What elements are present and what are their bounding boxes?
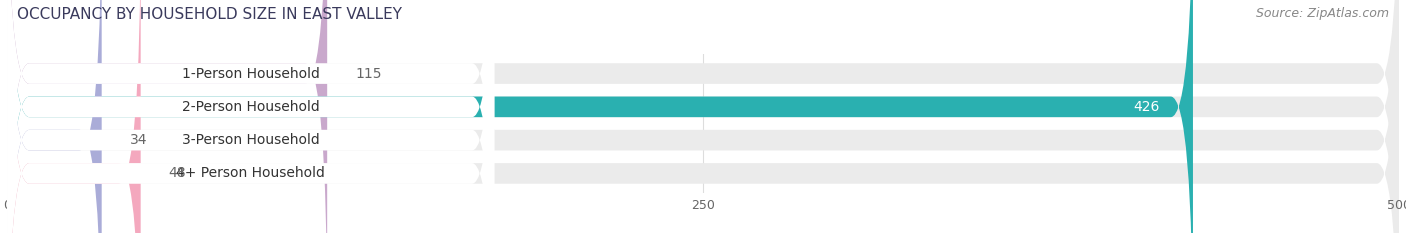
FancyBboxPatch shape	[7, 0, 495, 233]
FancyBboxPatch shape	[7, 0, 101, 233]
FancyBboxPatch shape	[7, 0, 1192, 233]
FancyBboxPatch shape	[7, 0, 1399, 233]
Text: 4+ Person Household: 4+ Person Household	[176, 166, 325, 180]
Text: 48: 48	[169, 166, 186, 180]
FancyBboxPatch shape	[7, 0, 1399, 233]
Text: Source: ZipAtlas.com: Source: ZipAtlas.com	[1256, 7, 1389, 20]
Text: 34: 34	[129, 133, 148, 147]
Text: 3-Person Household: 3-Person Household	[181, 133, 319, 147]
Text: OCCUPANCY BY HOUSEHOLD SIZE IN EAST VALLEY: OCCUPANCY BY HOUSEHOLD SIZE IN EAST VALL…	[17, 7, 402, 22]
FancyBboxPatch shape	[7, 0, 495, 233]
FancyBboxPatch shape	[7, 0, 1399, 233]
FancyBboxPatch shape	[7, 0, 1399, 233]
FancyBboxPatch shape	[7, 0, 141, 233]
FancyBboxPatch shape	[7, 0, 328, 233]
Text: 1-Person Household: 1-Person Household	[181, 67, 319, 81]
Text: 115: 115	[356, 67, 381, 81]
FancyBboxPatch shape	[7, 0, 495, 233]
Text: 2-Person Household: 2-Person Household	[181, 100, 319, 114]
Text: 426: 426	[1133, 100, 1160, 114]
FancyBboxPatch shape	[7, 0, 495, 233]
